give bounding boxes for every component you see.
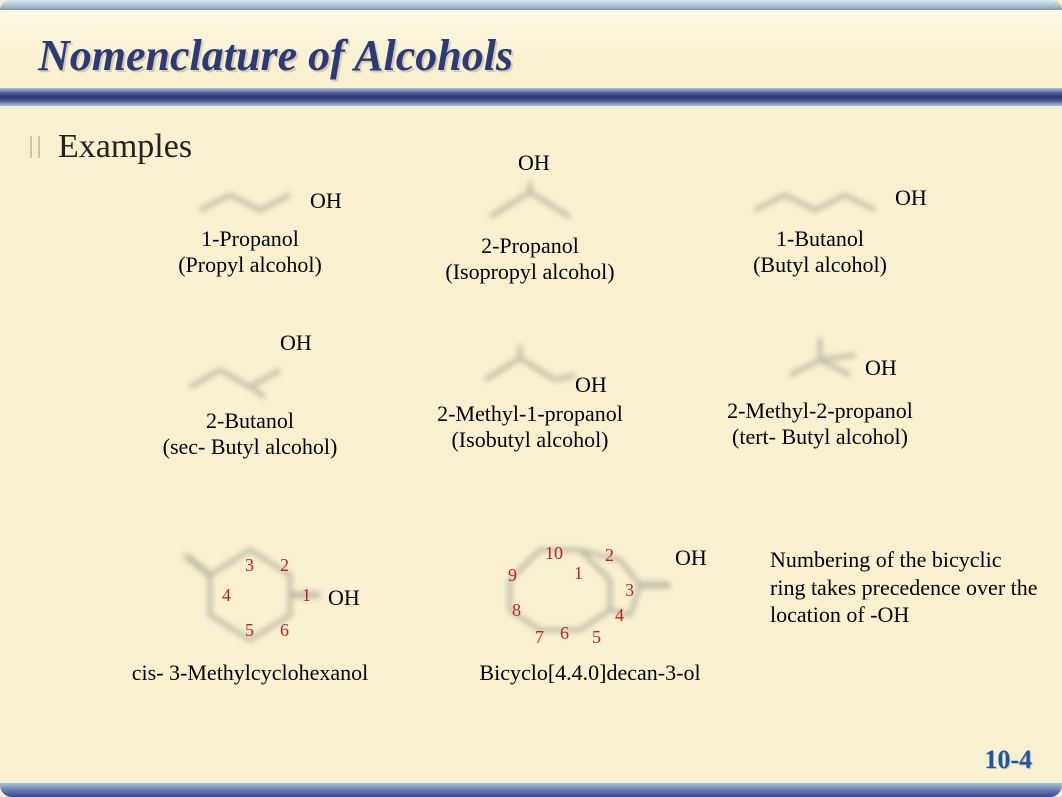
slide: Nomenclature of Alcohols Examples OH 1-P… xyxy=(0,0,1062,797)
molecule-name: 2-Butanol xyxy=(120,408,380,434)
molecule-name: cis- 3-Methylcyclohexanol xyxy=(90,660,410,686)
ring-number: 4 xyxy=(615,605,624,626)
molecule-bicyclo-decanol: 1 2 10 3 9 4 8 5 67 OH Bicyclo[4.4.0]decan-3-ol xyxy=(420,530,760,686)
ring-number: 6 xyxy=(560,623,569,644)
molecule-common-name: (tert- Butyl alcohol) xyxy=(680,424,960,450)
molecule-name: 1-Butanol xyxy=(690,226,950,252)
molecule-common-name: (Butyl alcohol) xyxy=(690,252,950,278)
molecule-2-methyl-1-propanol: OH 2-Methyl-1-propanol (Isobutyl alcohol… xyxy=(390,340,670,453)
molecule-1-propanol: OH 1-Propanol (Propyl alcohol) xyxy=(120,180,380,278)
ring-number: 3 xyxy=(245,555,254,576)
ring-number: 5 xyxy=(245,620,254,641)
ring-number: 10 xyxy=(545,543,563,564)
molecule-name: 2-Propanol xyxy=(400,233,660,259)
molecule-common-name: (Isopropyl alcohol) xyxy=(400,259,660,285)
ring-number: 2 xyxy=(605,545,614,566)
oh-label: OH xyxy=(675,545,707,571)
molecule-name: 2-Methyl-1-propanol xyxy=(390,401,670,427)
oh-label: OH xyxy=(895,185,927,211)
structure-icon xyxy=(470,340,590,395)
structure-icon xyxy=(765,330,875,390)
ring-number: 3 xyxy=(625,580,634,601)
ring-number: 7 xyxy=(535,627,544,648)
ring-number: 5 xyxy=(592,627,601,648)
molecule-2-methyl-2-propanol: OH 2-Methyl-2-propanol (tert- Butyl alco… xyxy=(680,330,960,450)
structure-icon xyxy=(470,177,590,227)
structure-icon xyxy=(180,352,320,402)
molecule-name: 1-Propanol xyxy=(120,226,380,252)
slide-title: Nomenclature of Alcohols xyxy=(38,30,513,81)
molecule-common-name: (sec- Butyl alcohol) xyxy=(120,434,380,460)
ring-number: 1 xyxy=(302,585,311,606)
molecule-name: Bicyclo[4.4.0]decan-3-ol xyxy=(420,660,760,686)
ring-number: 9 xyxy=(508,565,517,586)
molecule-common-name: (Isobutyl alcohol) xyxy=(390,427,670,453)
numbering-note: Numbering of the bicyclic ring takes pre… xyxy=(770,546,1040,629)
molecule-2-butanol: OH 2-Butanol (sec- Butyl alcohol) xyxy=(120,330,380,460)
molecule-name: 2-Methyl-2-propanol xyxy=(680,398,960,424)
oh-label: OH xyxy=(518,150,550,176)
ring-number: 8 xyxy=(512,600,521,621)
ring-number: 6 xyxy=(280,620,289,641)
ring-number: 2 xyxy=(280,555,289,576)
oh-label: OH xyxy=(865,355,897,381)
oh-label: OH xyxy=(310,188,342,214)
top-bar xyxy=(0,0,1062,10)
molecule-common-name: (Propyl alcohol) xyxy=(120,252,380,278)
page-number: 10-4 xyxy=(984,745,1032,775)
subtitle: Examples xyxy=(58,128,192,166)
oh-label: OH xyxy=(328,585,360,611)
title-divider xyxy=(0,88,1062,106)
ring-number: 4 xyxy=(222,585,231,606)
bottom-bar xyxy=(0,783,1062,797)
molecule-1-butanol: OH 1-Butanol (Butyl alcohol) xyxy=(690,180,950,278)
structure-icon xyxy=(745,180,895,220)
molecule-2-propanol: OH 2-Propanol (Isopropyl alcohol) xyxy=(400,155,660,285)
molecule-cis-3-methylcyclohexanol: 12 345 6 OH cis- 3-Methylcyclohexanol xyxy=(90,530,410,686)
structure-icon xyxy=(470,530,710,650)
oh-label: OH xyxy=(575,372,607,398)
ring-number: 1 xyxy=(574,563,583,584)
structure-icon xyxy=(190,180,310,220)
